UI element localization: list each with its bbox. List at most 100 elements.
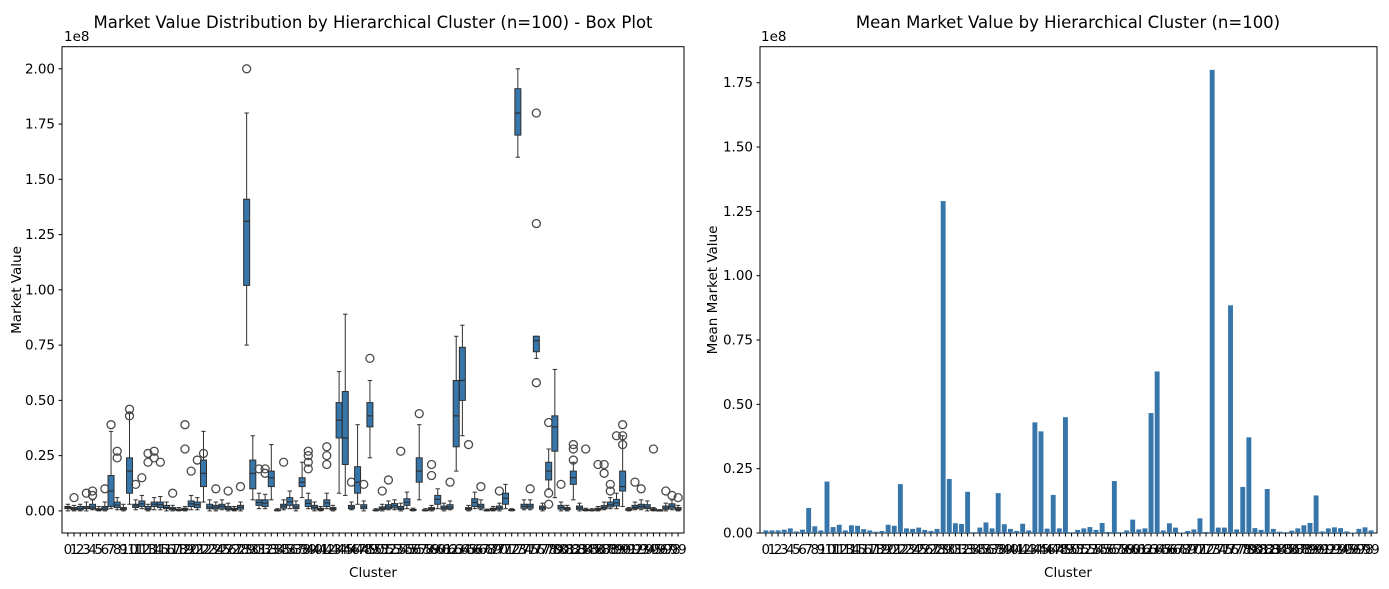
outlier-circle bbox=[383, 475, 394, 485]
outlier-circle bbox=[322, 459, 332, 470]
bar bbox=[891, 525, 897, 533]
x-tick-label: 94 bbox=[639, 542, 656, 558]
bar bbox=[1001, 524, 1007, 533]
y-tick-label: 1.50 bbox=[25, 172, 55, 188]
x-tick-label: 98 bbox=[1356, 542, 1373, 558]
x-tick-label: 33 bbox=[263, 542, 280, 558]
x-tick-label: 0 bbox=[64, 542, 73, 558]
x-tick-label: 72 bbox=[1197, 542, 1214, 558]
x-tick-label: 37 bbox=[287, 542, 304, 558]
outlier-circle bbox=[667, 490, 677, 501]
bar bbox=[1258, 529, 1264, 533]
x-tick-label: 83 bbox=[571, 542, 588, 558]
bar bbox=[1368, 530, 1374, 533]
bar bbox=[1356, 528, 1362, 533]
x-tick-label: 66 bbox=[1161, 542, 1178, 558]
outlier-circle bbox=[131, 479, 141, 490]
x-tick-label: 60 bbox=[1124, 542, 1141, 558]
bar bbox=[1350, 532, 1356, 533]
x-tick-label: 51 bbox=[374, 542, 391, 558]
outlier-circle bbox=[648, 444, 659, 454]
x-tick-label: 22 bbox=[195, 542, 212, 558]
y-tick-label: 1.50 bbox=[723, 140, 753, 156]
outlier-circle bbox=[531, 378, 541, 388]
bar bbox=[836, 524, 842, 533]
x-tick-label: 15 bbox=[849, 542, 866, 558]
box bbox=[366, 402, 374, 428]
x-tick-label: 95 bbox=[645, 542, 662, 558]
outlier-circle bbox=[581, 444, 591, 454]
x-tick-label: 38 bbox=[990, 542, 1007, 558]
x-tick-label: 42 bbox=[318, 542, 335, 558]
bar bbox=[1118, 532, 1123, 533]
bar bbox=[922, 529, 928, 533]
x-tick-label: 88 bbox=[602, 542, 619, 558]
outlier-circle bbox=[87, 486, 98, 496]
x-tick-label: 62 bbox=[441, 542, 458, 558]
x-tick-label: 85 bbox=[1277, 542, 1294, 558]
outlier-circle bbox=[211, 484, 221, 494]
y-tick-label: 0.25 bbox=[723, 461, 753, 477]
x-tick-label: 9 bbox=[817, 542, 826, 558]
bar bbox=[1044, 528, 1050, 533]
x-tick-label: 65 bbox=[460, 542, 477, 558]
x-tick-label: 46 bbox=[343, 542, 360, 558]
x-tick-label: 39 bbox=[300, 542, 317, 558]
x-tick-label: 26 bbox=[916, 542, 933, 558]
x-tick-label: 98 bbox=[663, 542, 680, 558]
bar bbox=[800, 529, 805, 533]
outlier-circle bbox=[260, 464, 270, 474]
left-offset-text: 1e8 bbox=[64, 29, 90, 45]
x-tick-label: 76 bbox=[1222, 542, 1239, 558]
box bbox=[249, 459, 257, 490]
bar bbox=[934, 528, 940, 533]
x-tick-label: 30 bbox=[941, 542, 958, 558]
x-tick-label: 16 bbox=[158, 542, 175, 558]
x-tick-label: 78 bbox=[540, 542, 557, 558]
bar bbox=[1221, 527, 1227, 533]
x-tick-label: 52 bbox=[380, 542, 397, 558]
x-tick-label: 73 bbox=[1204, 542, 1221, 558]
outlier-circle bbox=[599, 459, 609, 470]
x-tick-label: 60 bbox=[429, 542, 446, 558]
outlier-circle bbox=[593, 459, 603, 470]
x-tick-label: 21 bbox=[886, 542, 903, 558]
x-tick-label: 79 bbox=[546, 542, 563, 558]
x-tick-label: 63 bbox=[448, 542, 465, 558]
x-tick-label: 41 bbox=[1008, 542, 1025, 558]
outlier-circle bbox=[605, 486, 615, 496]
x-tick-label: 28 bbox=[232, 542, 249, 558]
x-tick-label: 59 bbox=[1118, 542, 1135, 558]
bar bbox=[1020, 523, 1026, 533]
outlier-circle bbox=[605, 479, 615, 490]
bar bbox=[1270, 528, 1276, 533]
x-tick-label: 24 bbox=[904, 542, 921, 558]
x-tick-label: 3 bbox=[780, 542, 789, 558]
right-offset-text: 1e8 bbox=[761, 29, 787, 45]
x-tick-label: 13 bbox=[837, 542, 854, 558]
x-tick-label: 74 bbox=[1210, 542, 1227, 558]
x-tick-label: 6 bbox=[101, 542, 110, 558]
x-tick-label: 31 bbox=[250, 542, 267, 558]
y-tick-label: 1.75 bbox=[25, 117, 55, 133]
outlier-circle bbox=[568, 444, 578, 454]
x-tick-label: 34 bbox=[965, 542, 982, 558]
x-tick-label: 96 bbox=[1344, 542, 1361, 558]
outlier-circle bbox=[223, 486, 233, 496]
outlier-circle bbox=[426, 470, 437, 481]
x-tick-label: 7 bbox=[107, 542, 116, 558]
x-tick-label: 76 bbox=[528, 542, 545, 558]
x-tick-label: 66 bbox=[466, 542, 483, 558]
outlier-circle bbox=[617, 439, 628, 450]
outlier-circle bbox=[494, 486, 505, 496]
x-tick-label: 88 bbox=[1295, 542, 1312, 558]
y-tick-label: 0.75 bbox=[25, 338, 55, 354]
x-tick-label: 28 bbox=[928, 542, 945, 558]
outlier-circle bbox=[106, 420, 116, 430]
bar bbox=[1307, 522, 1313, 533]
box bbox=[243, 198, 251, 286]
x-tick-label: 90 bbox=[1308, 542, 1325, 558]
y-tick-label: 0.25 bbox=[25, 448, 55, 464]
bar bbox=[897, 484, 903, 533]
bar bbox=[928, 530, 934, 533]
